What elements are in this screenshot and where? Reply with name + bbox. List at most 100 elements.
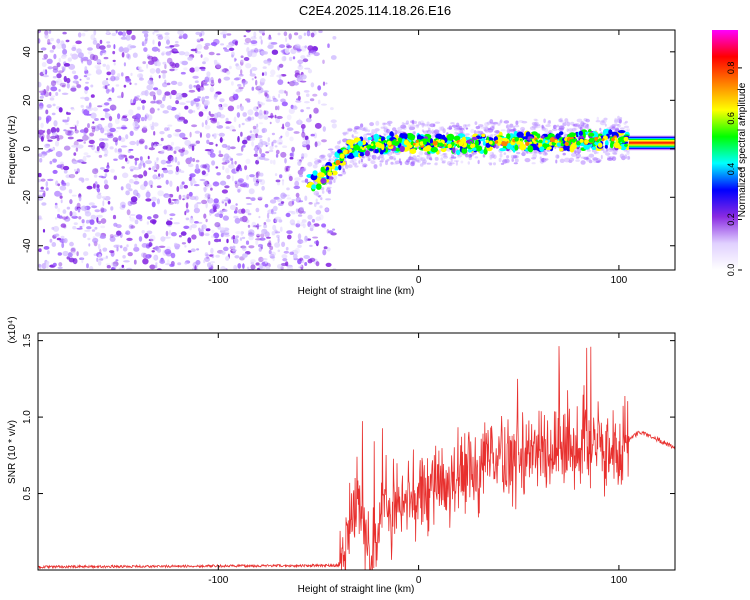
noise-dot — [258, 30, 265, 34]
noise-dot — [322, 249, 327, 256]
noise-dot — [221, 143, 228, 148]
noise-dot — [158, 245, 166, 248]
noise-dot — [147, 79, 154, 85]
noise-dot — [166, 259, 170, 265]
noise-dot — [87, 47, 93, 51]
noise-dot — [118, 267, 125, 270]
noise-dot — [292, 105, 298, 110]
noise-dot — [271, 231, 276, 236]
noise-dot — [132, 52, 138, 58]
noise-dot — [253, 31, 257, 38]
noise-dot — [272, 98, 279, 103]
noise-dot — [164, 236, 171, 239]
noise-dot — [168, 201, 174, 205]
noise-dot — [225, 117, 229, 122]
noise-dot — [56, 38, 61, 44]
noise-dot — [79, 257, 85, 261]
noise-dot — [281, 241, 286, 247]
noise-dot — [68, 189, 73, 194]
noise-dot — [318, 30, 323, 34]
noise-dot — [180, 170, 185, 173]
noise-dot — [267, 60, 271, 66]
noise-dot — [315, 216, 322, 221]
noise-dot — [66, 112, 71, 115]
noise-dot — [165, 160, 172, 164]
noise-dot — [240, 59, 245, 63]
noise-dot — [273, 196, 280, 200]
noise-dot — [120, 137, 126, 143]
noise-dot — [151, 165, 156, 171]
colorbar-gradient — [712, 30, 738, 270]
noise-dot — [229, 65, 232, 70]
noise-dot — [123, 260, 130, 263]
noise-dot — [289, 136, 294, 142]
noise-dot — [42, 75, 50, 78]
noise-dot — [241, 245, 247, 251]
noise-dot — [60, 55, 67, 59]
noise-dot — [276, 244, 280, 247]
noise-dot — [201, 96, 205, 103]
noise-dot — [81, 257, 84, 264]
noise-dot — [80, 96, 86, 100]
noise-dot — [213, 38, 220, 45]
noise-dot — [265, 218, 271, 223]
noise-dot — [46, 133, 50, 140]
noise-dot — [244, 37, 252, 44]
noise-dot — [90, 112, 97, 119]
noise-dot — [109, 104, 117, 111]
noise-dot — [259, 172, 264, 177]
noise-dot — [220, 43, 225, 46]
noise-dot — [322, 81, 326, 86]
noise-dot — [330, 55, 337, 60]
noise-dot — [248, 188, 255, 195]
noise-dot — [269, 245, 274, 251]
noise-dot — [295, 192, 300, 198]
noise-dot — [242, 81, 246, 88]
noise-dot — [248, 235, 254, 241]
y-tick-label: 20 — [22, 94, 33, 106]
noise-dot — [83, 152, 89, 156]
noise-dot — [99, 235, 106, 239]
noise-dot — [77, 52, 84, 59]
noise-dot — [212, 181, 220, 187]
noise-dot — [219, 210, 224, 213]
noise-dot — [315, 209, 322, 215]
noise-dot — [178, 235, 182, 238]
noise-dot — [106, 265, 111, 269]
noise-dot — [190, 142, 198, 146]
noise-dot — [274, 242, 281, 248]
noise-dot — [250, 49, 255, 52]
noise-dot — [96, 146, 100, 152]
noise-dot — [249, 130, 253, 134]
noise-dot — [295, 223, 301, 228]
noise-dot — [211, 134, 215, 137]
noise-dot — [251, 221, 257, 228]
noise-dot — [128, 188, 133, 192]
snr-series-line — [38, 346, 675, 570]
noise-dot — [202, 186, 208, 191]
noise-dot — [222, 165, 225, 170]
noise-dot — [111, 262, 114, 267]
noise-dot — [224, 199, 229, 202]
noise-dot — [226, 155, 232, 161]
noise-dot — [70, 247, 76, 253]
noise-dot — [265, 144, 268, 147]
noise-dot — [289, 156, 294, 160]
noise-dot — [274, 173, 278, 177]
noise-dot — [285, 37, 288, 43]
noise-dot — [172, 51, 179, 54]
noise-dot — [174, 156, 178, 163]
noise-dot — [103, 102, 110, 106]
noise-dot — [126, 209, 131, 216]
noise-dot — [120, 36, 127, 40]
noise-dot — [180, 71, 186, 75]
noise-dot — [156, 198, 160, 205]
noise-dot — [158, 173, 161, 177]
noise-dot — [82, 232, 87, 238]
noise-dot — [216, 53, 221, 56]
noise-dot — [194, 80, 199, 83]
noise-dot — [244, 209, 250, 214]
noise-dot — [169, 68, 175, 72]
noise-dot — [117, 73, 121, 78]
noise-dot — [67, 130, 73, 133]
